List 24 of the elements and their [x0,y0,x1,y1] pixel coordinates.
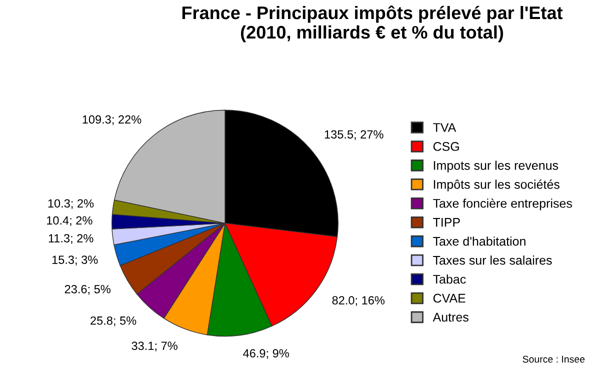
legend-label: Taxe d'habitation [433,236,526,246]
data-label: 25.8; 5% [90,316,136,326]
legend-label: Tabac [433,274,466,284]
data-label: 10.3; 2% [48,199,94,209]
data-label: 23.6; 5% [64,284,110,295]
data-label: 33.1; 7% [132,342,178,352]
legend-label: CVAE [433,294,466,303]
legend-label: TIPP [433,218,460,227]
chart-title: France - Principaux impôts prélevé par l'Etat (2010, milliards € et % du total) [182,6,563,42]
data-label: 46.9; 9% [243,349,289,359]
data-label: 109.3; 22% [82,115,142,126]
data-label: 10.4; 2% [47,216,92,226]
data-label: 11.3; 2% [48,234,94,244]
legend-label: Taxe foncière entreprises [433,198,572,210]
data-label: 15.3; 3% [52,256,98,266]
legend-label: Taxes sur les salaires [433,256,552,265]
data-label: 135.5; 27% [324,130,384,140]
legend-label: Autres [432,312,468,322]
legend-label: CSG [433,142,459,151]
legend-label: Impôts sur les sociétés [434,180,560,192]
legend-label: TVA [433,123,456,132]
data-label: 82.0; 16% [332,296,385,306]
legend-label: Impots sur les revenus [434,160,558,172]
source-note: Source : Insee [522,356,585,363]
